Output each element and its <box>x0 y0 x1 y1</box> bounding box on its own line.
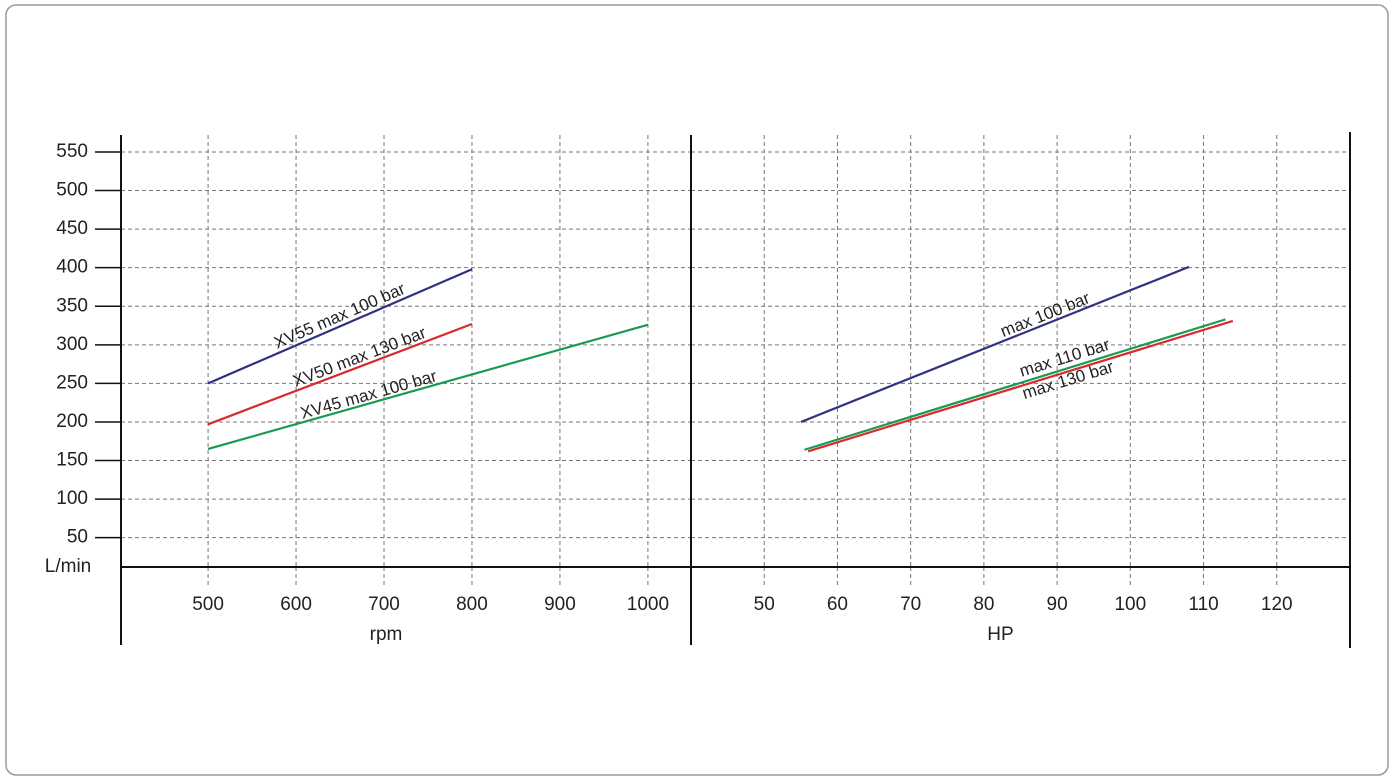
data-line <box>804 318 1226 451</box>
y-tick-label: 350 <box>56 295 88 316</box>
x-tick-label: 90 <box>1047 594 1068 615</box>
frame <box>5 4 1389 776</box>
data-line <box>800 265 1190 423</box>
x-axis-title: rpm <box>370 624 403 645</box>
y-tick-label: 150 <box>56 450 88 471</box>
x-tick-label: 800 <box>456 594 488 615</box>
x-tick-label: 700 <box>368 594 400 615</box>
y-tick-label: 550 <box>56 141 88 162</box>
x-tick-label: 80 <box>973 594 994 615</box>
y-tick-label: 50 <box>67 527 88 548</box>
x-tick-label: 70 <box>900 594 921 615</box>
x-tick-label: 600 <box>280 594 312 615</box>
y-axis-title: L/min <box>45 556 91 577</box>
x-tick-label: 500 <box>192 594 224 615</box>
x-tick-label: 1000 <box>627 594 669 615</box>
y-tick-label: 450 <box>56 218 88 239</box>
y-tick-label: 250 <box>56 372 88 393</box>
data-line <box>207 323 649 451</box>
data-line <box>207 268 473 385</box>
x-tick-label: 900 <box>544 594 576 615</box>
data-line <box>807 319 1234 453</box>
data-line <box>207 322 473 426</box>
y-tick-label: 400 <box>56 257 88 278</box>
x-tick-label: 50 <box>754 594 775 615</box>
y-tick-label: 100 <box>56 488 88 509</box>
y-tick-label: 500 <box>56 180 88 201</box>
y-tick-label: 200 <box>56 411 88 432</box>
x-tick-label: 120 <box>1261 594 1293 615</box>
y-tick-label: 300 <box>56 334 88 355</box>
x-tick-label: 60 <box>827 594 848 615</box>
x-tick-label: 100 <box>1114 594 1146 615</box>
x-tick-label: 110 <box>1188 594 1218 615</box>
x-axis-title: HP <box>987 624 1013 645</box>
